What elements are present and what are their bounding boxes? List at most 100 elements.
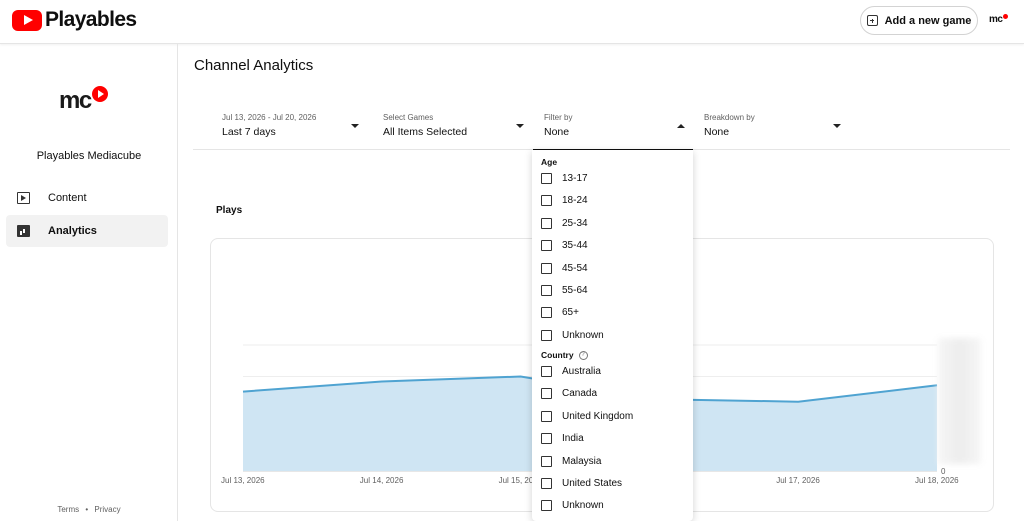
account-avatar-text: mc <box>989 14 1003 25</box>
country-option[interactable]: India <box>541 433 584 445</box>
analytics-icon <box>17 225 30 237</box>
age-option[interactable]: 35-44 <box>541 240 588 252</box>
age-option[interactable]: 13-17 <box>541 173 588 184</box>
youtube-play-icon <box>12 9 42 31</box>
age-option[interactable]: 65+ <box>541 307 579 319</box>
breakdown-by-filter[interactable]: Breakdown by None <box>704 105 844 150</box>
filter-value: None <box>544 126 570 138</box>
country-option-label: Canada <box>562 388 598 400</box>
x-tick-label: Jul 14, 2026 <box>359 476 404 485</box>
checkbox-icon[interactable] <box>541 455 552 467</box>
country-option-label: Malaysia <box>562 455 602 467</box>
caret-down-icon <box>516 124 524 128</box>
age-option-label: Unknown <box>562 329 604 341</box>
checkbox-icon[interactable] <box>541 195 552 207</box>
age-option[interactable]: 25-34 <box>541 217 588 229</box>
privacy-link[interactable]: Privacy <box>94 505 121 514</box>
brand-name: Playables <box>45 8 137 31</box>
terms-link[interactable]: Terms <box>57 505 80 514</box>
age-option[interactable]: Unknown <box>541 329 604 341</box>
plays-section-title: Plays <box>216 205 243 216</box>
select-games-filter[interactable]: Select Games All Items Selected <box>383 105 524 150</box>
age-section-title: Age <box>541 157 557 167</box>
checkbox-icon[interactable] <box>541 500 552 512</box>
checkbox-icon[interactable] <box>541 478 552 489</box>
add-box-icon <box>866 15 878 26</box>
x-tick-label: Jul 15, 2026 <box>498 476 543 485</box>
account-avatar[interactable]: mc <box>989 14 1009 25</box>
country-option[interactable]: Australia <box>541 366 601 377</box>
account-logo-dot-icon <box>1003 14 1009 19</box>
checkbox-icon[interactable] <box>541 433 552 445</box>
age-option[interactable]: 45-54 <box>541 262 588 274</box>
sidebar-item-label: Content <box>48 192 87 204</box>
checkbox-icon[interactable] <box>541 410 552 422</box>
age-option-label: 35-44 <box>562 240 588 252</box>
playables-logo[interactable]: Playables <box>12 8 137 32</box>
channel-logo-play-icon <box>91 86 108 102</box>
age-option-label: 25-34 <box>562 217 588 229</box>
sidebar-item-content[interactable]: Content <box>6 182 168 214</box>
age-option-label: 18-24 <box>562 195 588 207</box>
x-tick-label: Jul 18, 2026 <box>915 476 959 485</box>
age-option[interactable]: 18-24 <box>541 195 588 207</box>
filter-label: Select Games <box>383 113 434 122</box>
age-option-label: 13-17 <box>562 173 588 184</box>
checkbox-icon[interactable] <box>541 388 552 400</box>
age-option-label: 45-54 <box>562 262 588 274</box>
country-option[interactable]: United States <box>541 478 622 489</box>
country-section-title: Country ? <box>541 350 588 360</box>
caret-down-icon <box>833 124 841 128</box>
filter-label: Filter by <box>544 113 573 122</box>
page-title: Channel Analytics <box>194 57 314 74</box>
channel-logo-text: mc <box>59 87 92 114</box>
filter-by-menu: Age 13-17 18-24 25-34 35-44 45-54 55-64 65+ Unk… <box>532 150 693 521</box>
checkbox-icon[interactable] <box>541 240 552 252</box>
date-range-filter[interactable]: Jul 13, 2026 - Jul 20, 2026 Last 7 days <box>222 105 362 150</box>
y-tick-label: 0 <box>941 467 946 476</box>
channel-logo: mc <box>59 86 108 115</box>
country-option[interactable]: Unknown <box>541 500 604 512</box>
age-option-label: 65+ <box>562 307 579 319</box>
y-axis-labels-blurred <box>938 338 981 464</box>
checkbox-icon[interactable] <box>541 262 552 274</box>
sidebar-item-label: Analytics <box>48 225 97 237</box>
filter-value: All Items Selected <box>383 126 468 138</box>
age-title: Age <box>541 157 558 167</box>
country-option-label: United Kingdom <box>562 410 634 422</box>
checkbox-icon[interactable] <box>541 217 552 229</box>
top-header: Playables Add a new game mc <box>0 0 1024 44</box>
checkbox-icon[interactable] <box>541 366 552 377</box>
age-option[interactable]: 55-64 <box>541 285 588 296</box>
content-icon <box>17 192 30 204</box>
filter-label: Jul 13, 2026 - Jul 20, 2026 <box>222 113 317 122</box>
x-tick-label: Jul 13, 2026 <box>221 476 265 485</box>
country-option[interactable]: Canada <box>541 388 598 400</box>
country-option-label: Australia <box>562 366 601 377</box>
filter-label: Breakdown by <box>704 113 755 122</box>
country-option-label: Unknown <box>562 500 604 512</box>
filter-value: Last 7 days <box>222 126 276 138</box>
sidebar-footer: Terms • Privacy <box>0 505 178 514</box>
checkbox-icon[interactable] <box>541 329 552 341</box>
sidebar: mc Playables Mediacube Content Analytics… <box>0 44 178 521</box>
filter-bar: Jul 13, 2026 - Jul 20, 2026 Last 7 days … <box>193 105 1010 151</box>
sidebar-item-analytics[interactable]: Analytics <box>6 215 168 247</box>
help-icon[interactable]: ? <box>578 350 588 360</box>
channel-name: Playables Mediacube <box>36 150 142 162</box>
country-option-label: United States <box>562 478 623 489</box>
country-option-label: India <box>562 433 584 445</box>
caret-down-icon <box>351 124 359 128</box>
checkbox-icon[interactable] <box>541 285 552 296</box>
checkbox-icon[interactable] <box>541 307 552 319</box>
add-new-game-button[interactable]: Add a new game <box>860 6 978 35</box>
country-option[interactable]: United Kingdom <box>541 410 634 422</box>
footer-separator: • <box>85 505 89 514</box>
checkbox-icon[interactable] <box>541 173 552 184</box>
caret-up-icon <box>677 124 685 128</box>
add-new-game-label: Add a new game <box>884 14 972 27</box>
x-tick-label: Jul 17, 2026 <box>776 476 820 485</box>
filter-value: None <box>704 126 730 138</box>
country-option[interactable]: Malaysia <box>541 455 602 467</box>
